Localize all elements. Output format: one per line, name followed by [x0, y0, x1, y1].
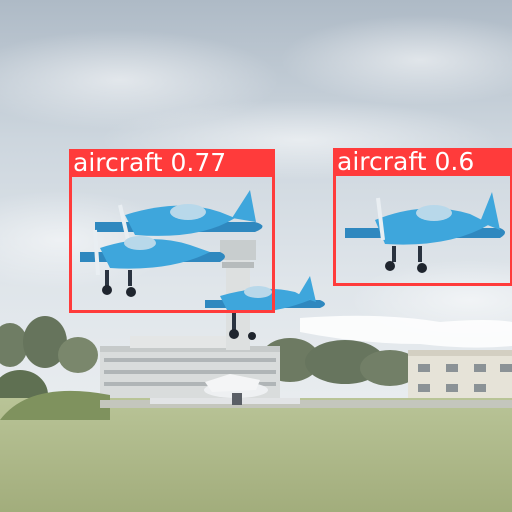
- detection-box: [333, 173, 512, 286]
- runway: [100, 400, 512, 408]
- terminal-building: [100, 336, 280, 402]
- detection-class: aircraft: [337, 148, 427, 176]
- grass-mound: [0, 390, 110, 420]
- detection-score: 0.6: [434, 148, 475, 176]
- parked-aircraft: [150, 374, 300, 405]
- aircraft-formation-left: [80, 190, 263, 297]
- aircraft-right: [345, 192, 505, 273]
- hangar-building: [408, 350, 512, 412]
- detection-score: 0.77: [170, 149, 227, 177]
- aircraft-middle: [205, 276, 325, 340]
- smoke-trail: [300, 315, 512, 348]
- detection-box: [69, 174, 275, 313]
- detection-label: aircraft 0.6: [333, 148, 512, 176]
- detection-label: aircraft 0.77: [69, 149, 275, 177]
- detection-class: aircraft: [73, 149, 163, 177]
- cloud: [280, 15, 512, 105]
